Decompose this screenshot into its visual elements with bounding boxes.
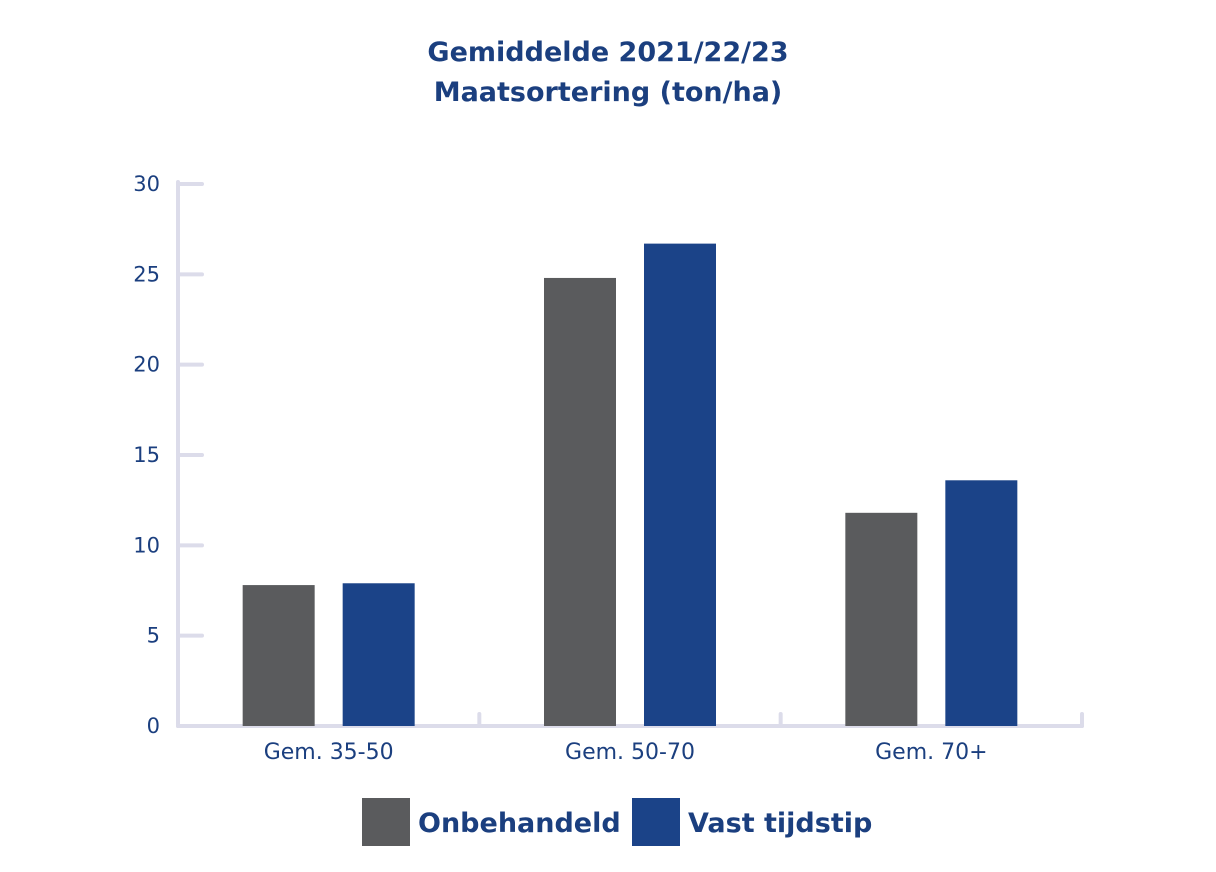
legend-label: Onbehandeld <box>418 808 621 839</box>
chart-subtitle: Maatsortering (ton/ha) <box>433 77 783 108</box>
y-tick-label: 25 <box>133 262 160 286</box>
chart-title: Gemiddelde 2021/22/23 <box>427 37 789 68</box>
y-tick-label: 15 <box>133 443 160 467</box>
axes <box>176 180 1084 728</box>
bar <box>945 480 1018 726</box>
bar <box>242 585 315 726</box>
bar <box>644 243 716 726</box>
x-category-label: Gem. 70+ <box>875 740 987 765</box>
x-category-label: Gem. 50-70 <box>565 740 695 765</box>
y-tick-label: 20 <box>133 353 160 377</box>
legend: Onbehandeld Vast tijdstip <box>362 798 872 846</box>
bars <box>242 243 1018 726</box>
bar <box>342 583 415 726</box>
x-category-label: Gem. 35-50 <box>264 740 394 765</box>
y-tick-label: 5 <box>147 624 160 648</box>
labels: 0 5 10 15 20 25 30 Gem. 35-50 Gem. 50-70 Gem. 70+ <box>133 172 987 765</box>
y-tick-label: 30 <box>133 172 160 196</box>
bar <box>845 512 918 726</box>
legend-swatch <box>632 798 680 846</box>
bar <box>544 277 616 726</box>
legend-swatch <box>362 798 410 846</box>
legend-label: Vast tijdstip <box>688 808 872 839</box>
y-tick-label: 10 <box>133 533 160 557</box>
y-tick-label: 0 <box>147 714 160 738</box>
